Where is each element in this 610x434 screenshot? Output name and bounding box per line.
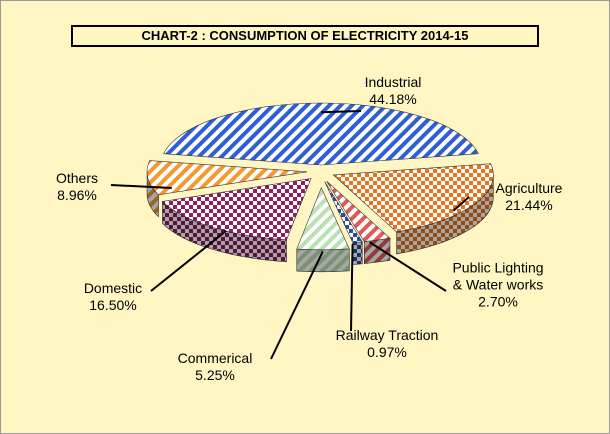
category-label: Industrial xyxy=(364,74,422,90)
slice xyxy=(163,102,479,166)
value-label: 0.97% xyxy=(367,344,407,360)
slice-label: Agriculture 21.44% xyxy=(474,180,584,214)
category-label: Commerical xyxy=(177,350,253,366)
leader-line xyxy=(270,251,324,360)
slice-label: Public Lighting & Water works 2.70% xyxy=(450,260,546,311)
category-label: Domestic xyxy=(83,280,143,296)
value-label: 44.18% xyxy=(369,91,417,107)
category-label: Public Lighting & Water works xyxy=(452,259,544,293)
slice xyxy=(332,163,494,233)
slice-label: Domestic 16.50% xyxy=(58,280,168,314)
leader-line xyxy=(110,184,172,190)
leader-line xyxy=(320,110,362,114)
slice xyxy=(296,187,350,251)
slice xyxy=(326,181,391,242)
slice-side-shade xyxy=(147,171,159,217)
slice xyxy=(161,178,312,241)
leader-line xyxy=(369,241,447,292)
slice-side-shade xyxy=(364,238,390,264)
value-label: 21.44% xyxy=(505,197,553,213)
slice-side-shade xyxy=(352,241,363,265)
chart-title: CHART-2 : CONSUMPTION OF ELECTRICITY 201… xyxy=(71,25,539,47)
value-label: 5.25% xyxy=(195,367,235,383)
slice-label: Industrial 44.18% xyxy=(338,74,448,108)
leader-line xyxy=(452,196,470,212)
category-label: Others xyxy=(55,170,98,186)
slice-label: Railway Traction 0.97% xyxy=(332,327,442,361)
slice xyxy=(324,181,363,243)
slice xyxy=(146,160,308,196)
leader-line xyxy=(150,229,227,292)
category-label: Agriculture xyxy=(495,180,563,196)
value-label: 16.50% xyxy=(89,297,137,313)
category-label: Railway Traction xyxy=(335,327,439,343)
slice-label: Commerical 5.25% xyxy=(160,350,270,384)
slice-label: Others 8.96% xyxy=(22,170,132,204)
leader-line xyxy=(350,244,354,332)
slice-side-shade xyxy=(296,248,350,272)
slice-side-shade xyxy=(396,174,494,254)
value-label: 8.96% xyxy=(57,187,97,203)
value-label: 2.70% xyxy=(478,293,518,310)
